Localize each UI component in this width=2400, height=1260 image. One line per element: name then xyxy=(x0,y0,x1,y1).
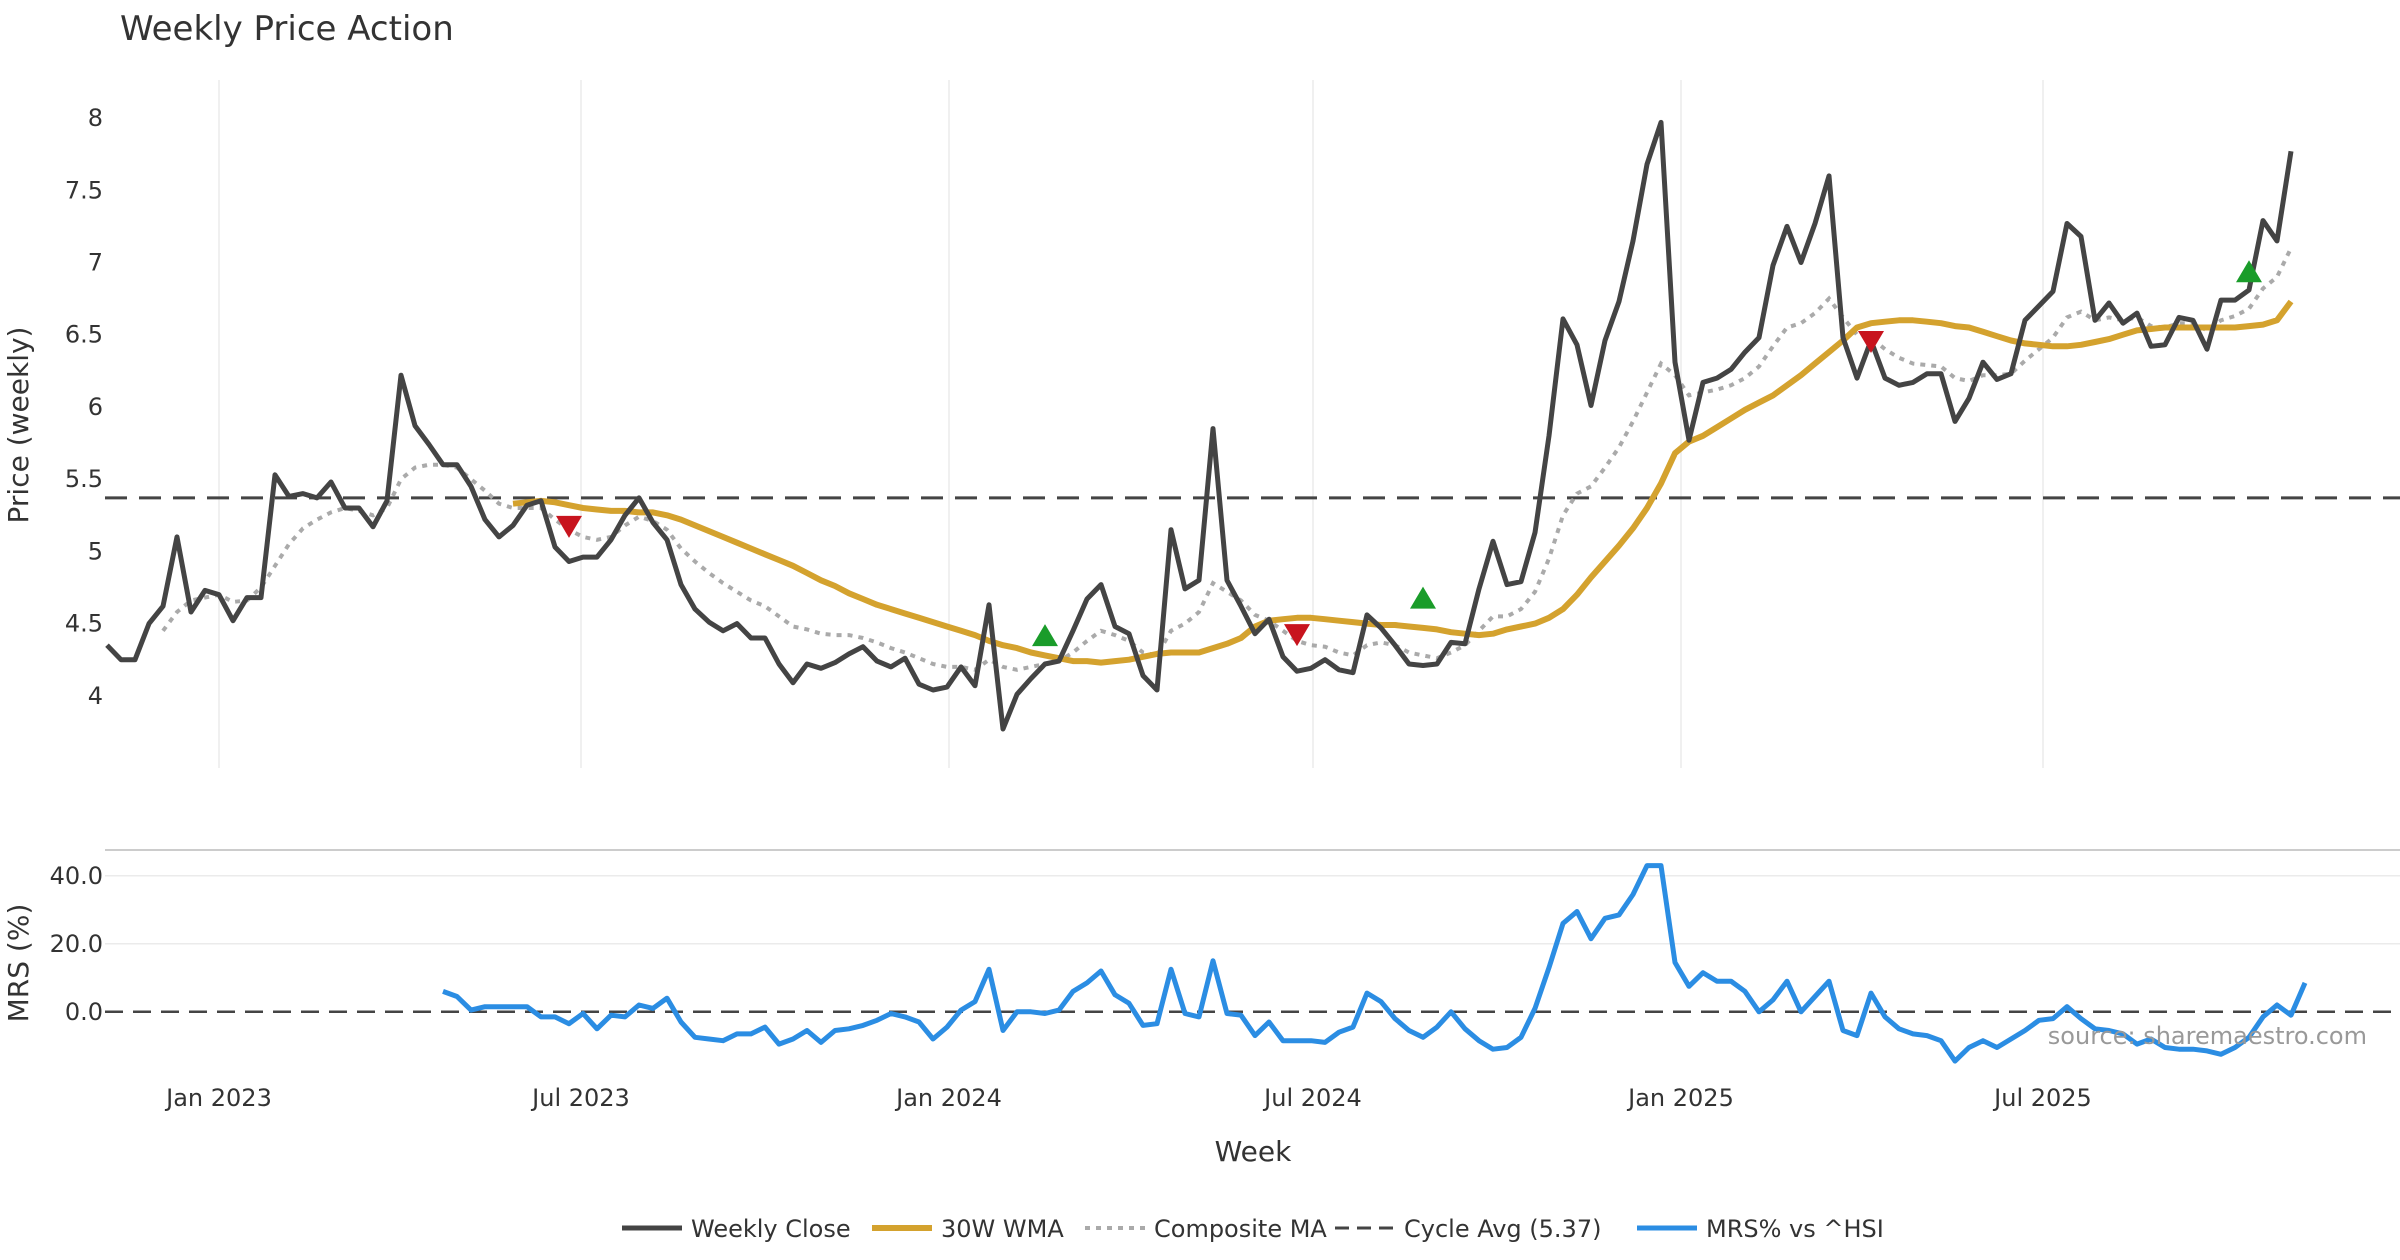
x-tick-label-1: Jul 2023 xyxy=(530,1084,630,1112)
weekly-close-line xyxy=(105,119,2294,732)
wma-30w-line xyxy=(512,299,2294,666)
price-gridlines xyxy=(218,80,2044,768)
price-y-tick-6: 7 xyxy=(88,249,103,277)
x-ticks: Jan 2023 Jul 2023 Jan 2024 Jul 2024 Jan 2025… xyxy=(164,1084,2092,1112)
legend: Weekly Close 30W WMA Composite MA Cycle Avg… xyxy=(622,1215,1884,1243)
price-y-tick-3: 5.5 xyxy=(65,465,103,493)
signal-markers xyxy=(556,260,2262,647)
mrs-y-tick-2: 40.0 xyxy=(50,862,103,890)
x-tick-label-0: Jan 2023 xyxy=(164,1084,272,1112)
buy-signal-1 xyxy=(1410,586,1436,609)
price-y-tick-7: 7.5 xyxy=(65,176,103,204)
mrs-y-ticks: 0.0 20.0 40.0 xyxy=(50,862,103,1026)
legend-label-1: 30W WMA xyxy=(941,1215,1064,1243)
source-note: source: sharemaestro.com xyxy=(2048,1022,2367,1050)
price-y-axis-label: Price (weekly) xyxy=(2,327,35,524)
price-y-tick-8: 8 xyxy=(88,104,103,132)
x-tick-label-2: Jan 2024 xyxy=(894,1084,1002,1112)
x-tick-label-3: Jul 2024 xyxy=(1262,1084,1362,1112)
buy-signal-2 xyxy=(2236,260,2262,283)
mrs-gridlines xyxy=(105,875,2400,945)
chart-title: Weekly Price Action xyxy=(120,9,454,49)
price-y-tick-2: 5 xyxy=(88,537,103,565)
price-y-tick-5: 6.5 xyxy=(65,321,103,349)
price-y-ticks: 4 4.5 5 5.5 6 6.5 7 7.5 8 xyxy=(65,104,103,710)
sell-signal-1 xyxy=(1284,624,1310,647)
x-tick-label-5: Jul 2025 xyxy=(1992,1084,2092,1112)
price-y-tick-4: 6 xyxy=(88,393,103,421)
mrs-y-tick-1: 20.0 xyxy=(50,930,103,958)
sell-signal-0 xyxy=(556,515,582,538)
mrs-line xyxy=(442,863,2308,1064)
x-tick-label-4: Jan 2025 xyxy=(1626,1084,1734,1112)
sell-signal-2 xyxy=(1858,330,1884,353)
x-axis-label: Week xyxy=(1215,1135,1292,1168)
legend-label-0: Weekly Close xyxy=(691,1215,851,1243)
legend-label-3: Cycle Avg (5.37) xyxy=(1404,1215,1601,1243)
buy-signal-0 xyxy=(1032,624,1058,647)
mrs-y-axis-label: MRS (%) xyxy=(2,904,35,1023)
composite-ma-line xyxy=(161,247,2293,672)
legend-label-4: MRS% vs ^HSI xyxy=(1706,1215,1884,1243)
legend-label-2: Composite MA xyxy=(1154,1215,1327,1243)
price-y-tick-0: 4 xyxy=(88,682,103,710)
mrs-y-tick-0: 0.0 xyxy=(65,998,103,1026)
price-y-tick-1: 4.5 xyxy=(65,610,103,638)
